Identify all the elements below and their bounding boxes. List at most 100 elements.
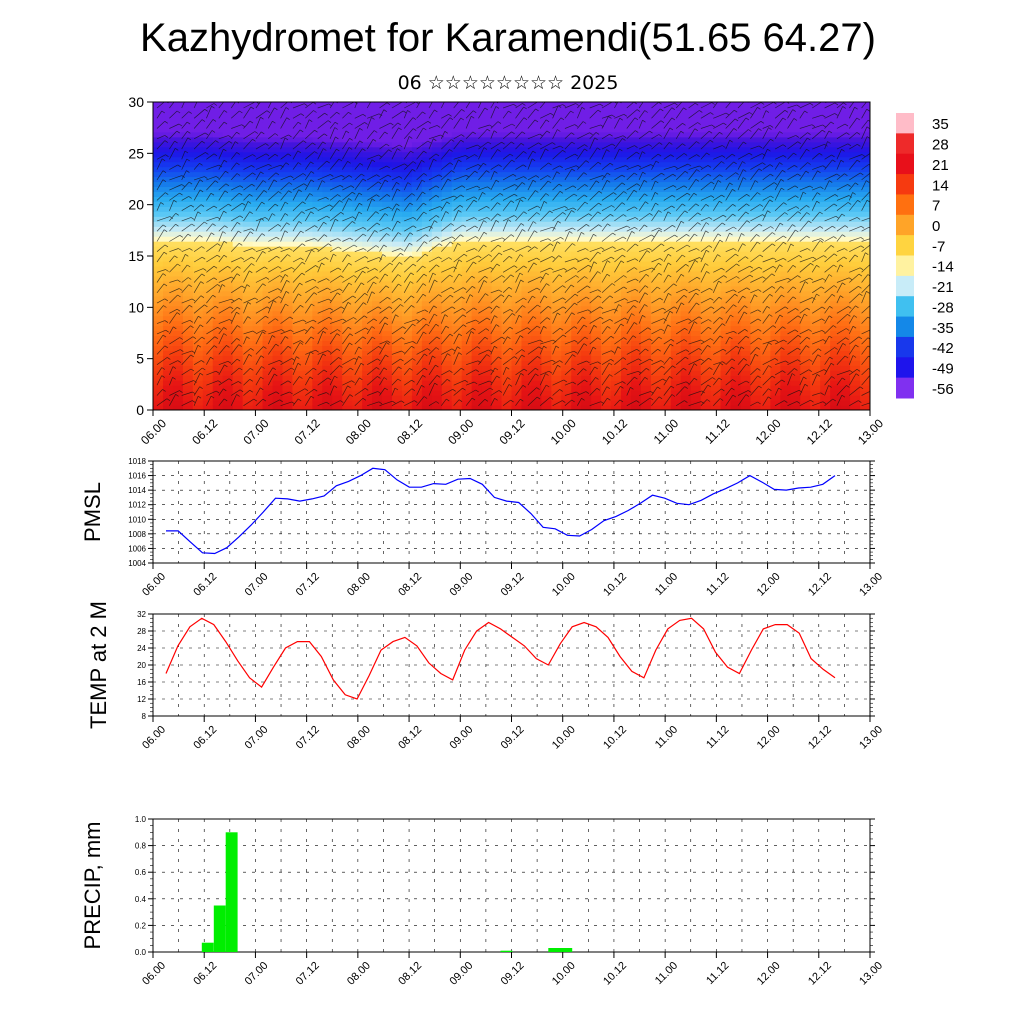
wind-barb (169, 184, 182, 191)
heatmap-cell (650, 141, 662, 148)
heatmap-cell (392, 171, 403, 178)
heatmap-cell (212, 116, 224, 123)
heatmap-cell (352, 121, 363, 128)
heatmap-cell (531, 350, 542, 356)
heatmap-cell (441, 290, 453, 297)
heatmap-cell (362, 102, 373, 108)
heatmap-cell (262, 390, 274, 396)
heatmap-cell (272, 355, 284, 361)
wind-barb (231, 389, 241, 396)
wind-barb-flag (200, 204, 205, 207)
heatmap-cell (162, 216, 174, 222)
heatmap-cell (740, 385, 752, 391)
heatmap-cell (780, 310, 791, 317)
heatmap-cell (242, 146, 254, 153)
heatmap-cell (780, 186, 791, 193)
heatmap-cell (760, 270, 772, 277)
heatmap-cell (770, 226, 781, 232)
heatmap-cell (441, 186, 453, 193)
heatmap-cell (202, 260, 214, 267)
heatmap-cell (471, 330, 483, 337)
wind-barb (181, 181, 190, 191)
heatmap-cell (700, 365, 712, 371)
heatmap-cell (501, 300, 513, 307)
heatmap-cell (222, 231, 234, 237)
heatmap-cell (312, 141, 323, 148)
heatmap-cell (780, 171, 791, 178)
heatmap-cell (262, 146, 274, 153)
heatmap-cell (392, 355, 403, 361)
heatmap-cell (790, 280, 801, 287)
wind-barb-flag (247, 201, 252, 204)
heatmap-cell (182, 241, 194, 247)
heatmap-cell (382, 405, 393, 410)
heatmap-cell (421, 340, 433, 347)
heatmap-cell (561, 295, 572, 302)
heatmap-cell (521, 270, 533, 277)
heatmap-cell (382, 360, 393, 366)
heatmap-cell (272, 335, 284, 342)
heatmap-cell (511, 102, 523, 108)
heatmap-cell (601, 320, 612, 327)
heatmap-cell (820, 251, 831, 257)
heatmap-cell (640, 310, 652, 317)
heatmap-cell (392, 161, 403, 168)
heatmap-cell (501, 340, 513, 347)
heatmap-cell (242, 136, 254, 143)
heatmap-cell (282, 131, 294, 138)
heatmap-cell (501, 315, 513, 322)
wind-barb-flag (162, 179, 167, 182)
heatmap-cell (760, 111, 772, 118)
heatmap-cell (541, 290, 552, 297)
heatmap-cell (212, 126, 224, 133)
heatmap-cell (810, 121, 821, 128)
heatmap-cell (392, 131, 403, 138)
heatmap-cell (730, 360, 742, 366)
heatmap-cell (511, 211, 523, 217)
heatmap-cell (561, 310, 572, 317)
heatmap-cell (172, 226, 184, 232)
heatmap-cell (401, 315, 413, 322)
heatmap-cell (411, 270, 423, 277)
heatmap-cell (471, 171, 483, 178)
heatmap-cell (172, 211, 184, 217)
heatmap-cell (153, 141, 164, 148)
heatmap-cell (820, 196, 831, 202)
heatmap-cell (491, 151, 503, 158)
heatmap-cell (232, 241, 244, 247)
heatmap-cell (461, 295, 473, 302)
heatmap-cell (640, 206, 652, 212)
heatmap-cell (571, 256, 582, 262)
heatmap-cell (760, 275, 772, 282)
heatmap-cell (153, 285, 164, 292)
wind-barb (255, 143, 266, 150)
heatmap-cell (770, 121, 781, 128)
heatmap-cell (581, 121, 592, 128)
heatmap-cell (740, 156, 752, 163)
wind-barb (206, 254, 218, 263)
heatmap-cell (302, 136, 313, 143)
wind-barb (206, 345, 215, 355)
heatmap-cell (750, 176, 762, 183)
heatmap-cell (292, 141, 303, 148)
heatmap-cell (531, 290, 542, 297)
heatmap-cell (601, 151, 612, 158)
heatmap-cell (501, 355, 513, 361)
heatmap-cell (362, 300, 373, 307)
heatmap-cell (591, 221, 602, 227)
heatmap-cell (282, 365, 294, 371)
heatmap-cell (591, 320, 602, 327)
heatmap-cell (700, 290, 712, 297)
heatmap-cell (162, 201, 174, 207)
heatmap-cell (720, 285, 732, 292)
heatmap-cell (700, 251, 712, 257)
heatmap-cell (611, 330, 622, 337)
wind-barb-flag (162, 389, 166, 392)
wind-barb (156, 179, 164, 191)
heatmap-cell (262, 221, 274, 227)
heatmap-cell (720, 260, 732, 267)
heatmap-cell (840, 295, 851, 302)
heatmap-cell (840, 355, 851, 361)
heatmap-cell (232, 111, 244, 118)
heatmap-cell (401, 310, 413, 317)
